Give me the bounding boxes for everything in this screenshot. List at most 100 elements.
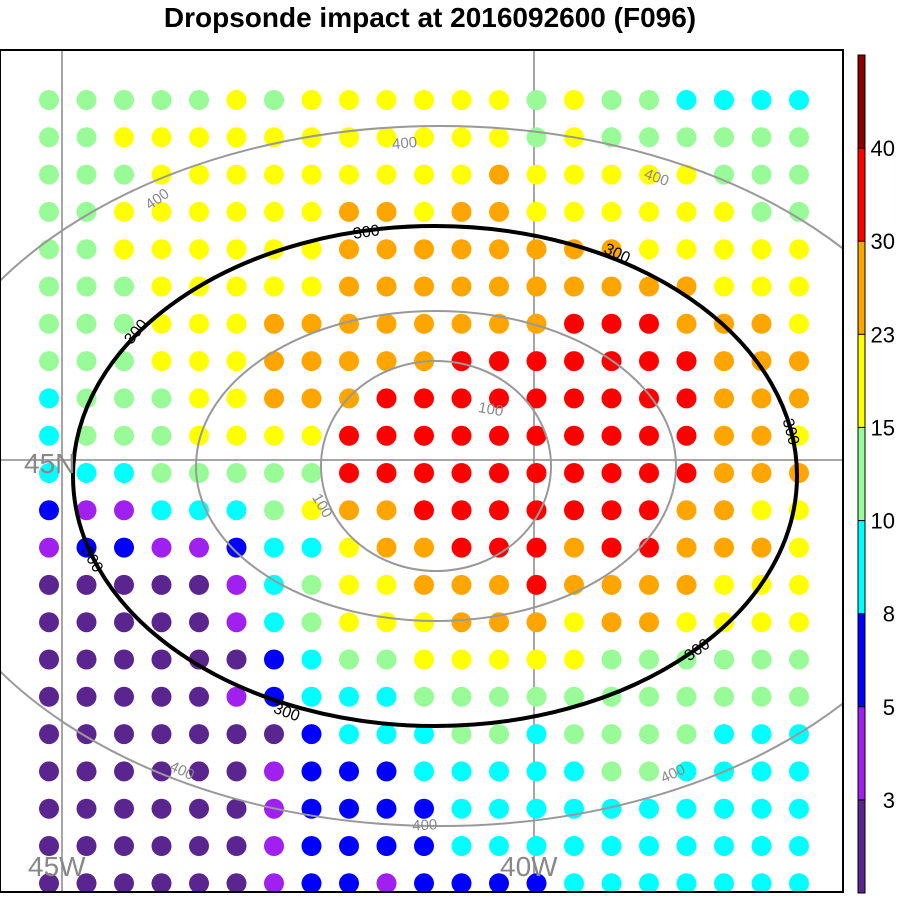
impact-dot (114, 537, 134, 558)
impact-dot (39, 686, 59, 707)
impact-dot (489, 313, 509, 334)
impact-dot (151, 276, 172, 297)
colorbar-tick-label: 40 (871, 136, 895, 161)
impact-dot (526, 164, 547, 185)
impact-dot (414, 686, 434, 707)
impact-dot (751, 127, 772, 148)
impact-dot (714, 686, 734, 707)
impact-dot (676, 201, 697, 222)
impact-dot (189, 873, 209, 892)
impact-dot (189, 612, 209, 633)
impact-dot (676, 500, 697, 521)
impact-dot (489, 649, 509, 670)
impact-dot (676, 761, 697, 782)
impact-dot (264, 761, 284, 782)
impact-dot (414, 201, 434, 222)
impact-dot (639, 164, 659, 185)
impact-dot (564, 351, 584, 372)
impact-dot (189, 537, 209, 558)
impact-dot (639, 388, 659, 409)
impact-dot (76, 649, 97, 670)
impact-dot (339, 537, 359, 558)
impact-dot (39, 574, 59, 595)
impact-dot (676, 313, 697, 334)
impact-dot (339, 724, 359, 745)
impact-dot (189, 574, 209, 595)
impact-dot (676, 574, 697, 595)
impact-dot (301, 463, 322, 483)
impact-dot (414, 724, 434, 745)
impact-dot (39, 164, 59, 185)
impact-dot (301, 351, 322, 372)
impact-dot (339, 425, 359, 446)
impact-dot (714, 201, 734, 222)
impact-dot (301, 649, 322, 670)
impact-dot (226, 649, 247, 670)
impact-dot (264, 313, 284, 334)
impact-dot (789, 798, 809, 819)
impact-dot (301, 836, 322, 856)
impact-dot (114, 313, 134, 334)
impact-dot (39, 90, 59, 110)
impact-dot (676, 873, 697, 892)
impact-dot (751, 463, 772, 483)
colorbar-swatch (858, 799, 865, 893)
impact-dot (489, 761, 509, 782)
impact-dot (39, 276, 59, 297)
impact-dot (526, 761, 547, 782)
impact-dot (789, 127, 809, 148)
impact-dot (301, 686, 322, 707)
impact-dot (639, 425, 659, 446)
impact-dot (601, 164, 622, 185)
impact-dot (39, 201, 59, 222)
impact-dot (39, 388, 59, 409)
impact-dot (376, 537, 397, 558)
impact-dot (339, 201, 359, 222)
contour-label-400: 400 (642, 166, 671, 191)
impact-dot (76, 574, 97, 595)
impact-dot (189, 201, 209, 222)
colorbar-swatch (858, 334, 865, 428)
impact-dot (376, 201, 397, 222)
impact-dot (76, 836, 97, 856)
impact-dot (264, 164, 284, 185)
impact-dot (751, 201, 772, 222)
impact-dot (376, 724, 397, 745)
impact-dot (564, 164, 584, 185)
contour-100 (320, 360, 552, 572)
impact-dot (751, 500, 772, 521)
impact-dot (414, 798, 434, 819)
impact-dot (639, 500, 659, 521)
impact-dot (226, 686, 247, 707)
impact-dot (301, 537, 322, 558)
impact-dot (189, 90, 209, 110)
impact-dot (451, 873, 472, 892)
impact-dot (451, 239, 472, 260)
contour-lines (0, 125, 843, 827)
impact-dot (564, 201, 584, 222)
impact-dot (489, 276, 509, 297)
impact-dot (376, 798, 397, 819)
impact-dot (751, 90, 772, 110)
impact-dot (264, 90, 284, 110)
impact-dot (676, 127, 697, 148)
impact-dot (714, 388, 734, 409)
impact-dot (151, 463, 172, 483)
impact-dot (339, 798, 359, 819)
impact-dot (526, 463, 547, 483)
impact-dot (451, 463, 472, 483)
impact-dot (264, 574, 284, 595)
impact-dot (189, 127, 209, 148)
impact-dot (564, 388, 584, 409)
impact-dot (414, 500, 434, 521)
impact-dot (564, 500, 584, 521)
impact-dot (451, 686, 472, 707)
impact-dot (76, 798, 97, 819)
impact-dot (339, 686, 359, 707)
impact-dot (676, 239, 697, 260)
impact-dot (751, 873, 772, 892)
impact-dot (714, 127, 734, 148)
impact-dot (76, 90, 97, 110)
impact-dot (189, 164, 209, 185)
